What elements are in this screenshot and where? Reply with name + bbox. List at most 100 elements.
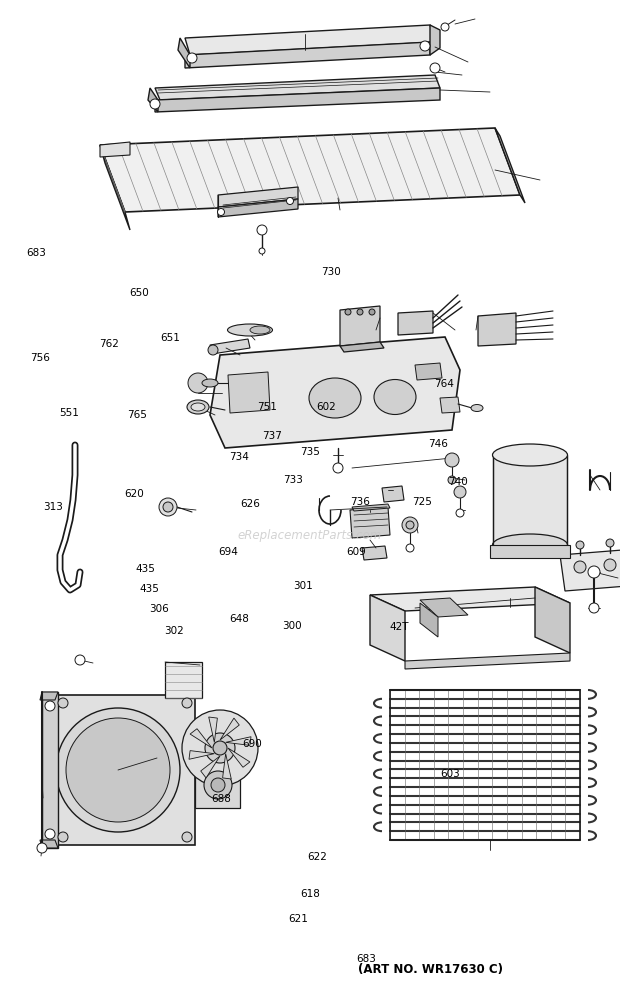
Text: 603: 603: [440, 769, 460, 779]
Text: 306: 306: [149, 604, 169, 614]
Text: 735: 735: [300, 447, 320, 457]
Polygon shape: [350, 507, 390, 538]
Text: 765: 765: [127, 410, 147, 420]
Circle shape: [182, 710, 258, 786]
Polygon shape: [226, 736, 251, 745]
Text: 551: 551: [59, 408, 79, 418]
Text: 313: 313: [43, 502, 63, 512]
Text: 764: 764: [434, 379, 454, 389]
Polygon shape: [495, 128, 525, 203]
Text: 683: 683: [26, 248, 46, 258]
Circle shape: [188, 373, 208, 393]
Circle shape: [406, 544, 414, 552]
Polygon shape: [201, 756, 220, 778]
Circle shape: [257, 225, 267, 235]
Polygon shape: [340, 342, 384, 352]
Polygon shape: [178, 38, 190, 68]
Ellipse shape: [191, 403, 205, 411]
Text: 435: 435: [135, 564, 155, 574]
Ellipse shape: [492, 444, 567, 466]
Text: eReplacementParts.com: eReplacementParts.com: [238, 528, 382, 541]
Circle shape: [456, 509, 464, 517]
Circle shape: [205, 733, 235, 763]
Polygon shape: [185, 42, 430, 68]
Circle shape: [159, 498, 177, 516]
Polygon shape: [223, 753, 231, 779]
Ellipse shape: [374, 380, 416, 415]
Polygon shape: [155, 88, 440, 112]
Circle shape: [445, 453, 459, 467]
Polygon shape: [228, 372, 270, 413]
Polygon shape: [55, 695, 195, 845]
Polygon shape: [218, 199, 298, 217]
Text: 648: 648: [229, 614, 249, 624]
Polygon shape: [195, 762, 240, 808]
Circle shape: [218, 209, 224, 216]
Circle shape: [604, 559, 616, 571]
Text: 650: 650: [129, 288, 149, 298]
Circle shape: [187, 53, 197, 63]
Polygon shape: [478, 313, 516, 346]
Circle shape: [66, 718, 170, 822]
Polygon shape: [100, 142, 130, 157]
Circle shape: [286, 198, 293, 205]
Circle shape: [213, 741, 227, 755]
Text: 725: 725: [412, 498, 432, 507]
Circle shape: [369, 309, 375, 315]
Text: 651: 651: [160, 333, 180, 343]
Text: 690: 690: [242, 739, 262, 749]
Circle shape: [37, 843, 47, 853]
Text: 620: 620: [124, 489, 144, 499]
Circle shape: [606, 539, 614, 547]
Ellipse shape: [187, 400, 209, 414]
Text: 302: 302: [164, 626, 184, 636]
Circle shape: [333, 463, 343, 473]
Polygon shape: [100, 128, 520, 212]
Text: 756: 756: [30, 353, 50, 363]
Circle shape: [45, 829, 55, 839]
Circle shape: [182, 698, 192, 708]
Circle shape: [588, 566, 600, 578]
Polygon shape: [398, 311, 433, 335]
Text: 733: 733: [283, 475, 303, 485]
Text: 762: 762: [99, 339, 119, 349]
Ellipse shape: [250, 326, 270, 334]
Text: 626: 626: [241, 500, 260, 509]
Polygon shape: [190, 728, 212, 748]
Text: 435: 435: [140, 584, 159, 594]
Polygon shape: [362, 546, 387, 560]
Text: (ART NO. WR17630 C): (ART NO. WR17630 C): [358, 963, 502, 976]
Polygon shape: [440, 397, 460, 413]
Circle shape: [406, 521, 414, 529]
Text: 609: 609: [346, 547, 366, 557]
Polygon shape: [430, 25, 440, 55]
Text: 688: 688: [211, 794, 231, 804]
Circle shape: [420, 41, 430, 51]
Circle shape: [345, 309, 351, 315]
Polygon shape: [40, 840, 58, 848]
Polygon shape: [218, 187, 298, 207]
Circle shape: [204, 771, 232, 799]
Polygon shape: [209, 717, 218, 742]
Polygon shape: [42, 692, 58, 848]
Circle shape: [357, 309, 363, 315]
Polygon shape: [490, 545, 570, 558]
Text: 734: 734: [229, 452, 249, 462]
Polygon shape: [420, 603, 438, 637]
Polygon shape: [370, 587, 570, 611]
Polygon shape: [148, 88, 158, 112]
Text: 746: 746: [428, 439, 448, 449]
Circle shape: [163, 502, 173, 512]
Ellipse shape: [228, 324, 273, 336]
Polygon shape: [493, 455, 567, 545]
Circle shape: [259, 248, 265, 254]
Circle shape: [448, 476, 456, 484]
Polygon shape: [40, 692, 58, 700]
Circle shape: [58, 832, 68, 842]
Text: 602: 602: [316, 402, 336, 412]
Polygon shape: [535, 587, 570, 653]
Polygon shape: [210, 339, 250, 354]
Polygon shape: [189, 750, 215, 759]
Circle shape: [441, 23, 449, 31]
Circle shape: [58, 698, 68, 708]
